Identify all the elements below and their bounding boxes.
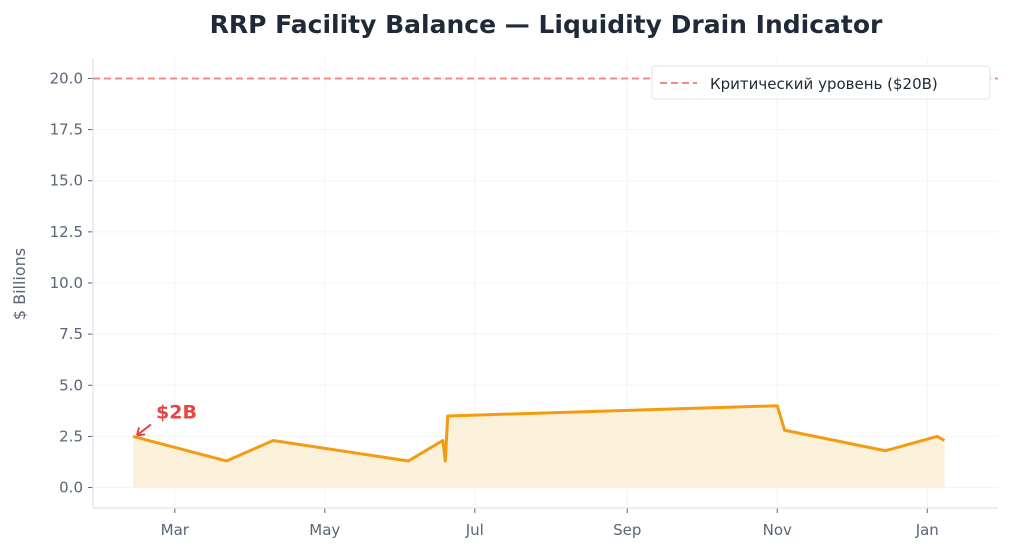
annotation-label: $2B bbox=[156, 401, 197, 423]
y-tick-label: 5.0 bbox=[59, 376, 83, 394]
axes: 0.0 2.5 5.0 7.5 10.0 12.5 15.0 17.5 20.0 Mar May Ju… bbox=[50, 58, 998, 539]
y-tick-label: 15.0 bbox=[50, 172, 83, 190]
y-tick-label: 0.0 bbox=[59, 479, 83, 497]
y-axis-label: $ Billions bbox=[10, 248, 29, 320]
area-fill bbox=[133, 405, 945, 488]
legend-box bbox=[651, 65, 991, 100]
chart-title: RRP Facility Balance — Liquidity Drain I… bbox=[210, 10, 883, 39]
y-tick-label: 7.5 bbox=[59, 325, 83, 343]
y-tick-label: 10.0 bbox=[50, 274, 83, 292]
y-tick-label: 2.5 bbox=[59, 427, 83, 445]
x-tick-label: Nov bbox=[763, 521, 792, 539]
annotation-arrowhead bbox=[136, 427, 146, 437]
x-tick-label: May bbox=[309, 521, 340, 539]
annotation-arrow bbox=[137, 423, 152, 436]
x-tick-label: Sep bbox=[613, 521, 641, 539]
series-line bbox=[132, 404, 946, 463]
x-tick-label: Jan bbox=[915, 521, 939, 539]
legend-label-critical: Критический уровень ($20B) bbox=[710, 75, 938, 93]
legend: Критический уровень ($20B) bbox=[651, 65, 991, 100]
x-tick-label: Mar bbox=[161, 521, 190, 539]
y-tick-label: 20.0 bbox=[50, 69, 83, 87]
x-tick-label: Jul bbox=[465, 521, 484, 539]
y-tick-label: 17.5 bbox=[50, 121, 83, 139]
y-tick-label: 12.5 bbox=[50, 223, 83, 241]
